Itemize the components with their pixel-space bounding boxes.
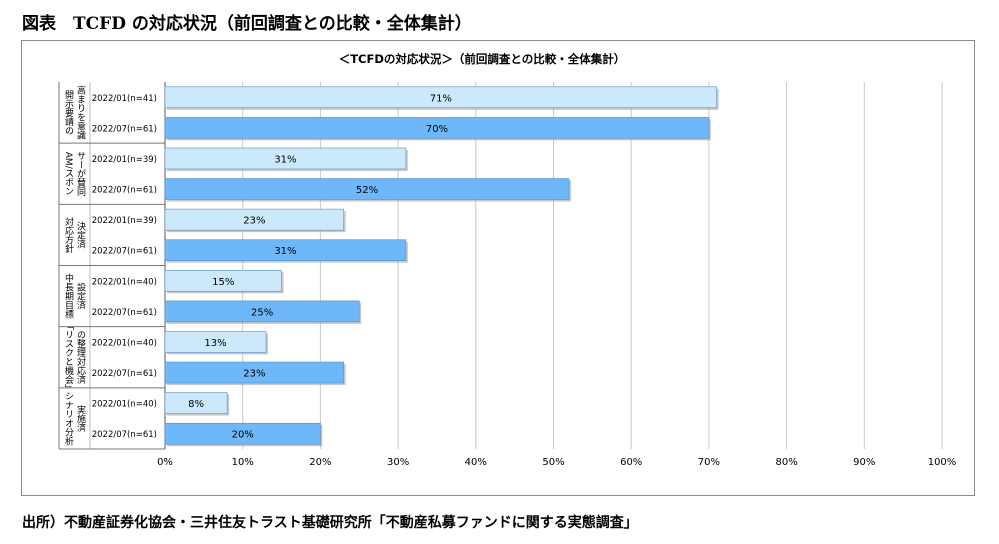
x-tick-label: 20% [309,457,331,468]
bar-value-label: 13% [204,338,226,349]
figure-title: 図表 TCFD の対応状況（前回調査との比較・全体集計） [22,14,472,34]
x-tick-label: 30% [387,457,409,468]
bar-value-label: 23% [243,369,265,380]
category-label: 「リスクと機会」 [63,321,74,393]
bar [164,392,228,414]
series-label: 2022/07(n=61) [92,430,157,440]
series-label: 2022/01(n=39) [92,216,157,226]
x-tick-label: 70% [698,457,720,468]
chart-title: ＜TCFDの対応状況＞（前回調査との比較・全体集計） [339,52,626,66]
bar-value-label: 70% [426,124,448,135]
category-label: 開示要請の [63,90,74,135]
category-label: 実施済 [75,404,86,433]
bar-value-label: 15% [212,277,234,288]
series-label: 2022/01(n=40) [92,338,157,348]
bar [164,86,717,109]
category-label: 中長期目標 [63,273,74,320]
category-label: シナリオ分析 [63,391,74,446]
series-label: 2022/01(n=40) [92,277,157,287]
bar-value-label: 31% [274,154,296,165]
series-label: 2022/07(n=61) [92,124,157,134]
bar-value-label: 20% [232,430,254,441]
bar [164,208,345,231]
category-label: 高まりを意識 [75,85,86,141]
bar [164,300,360,323]
category-label: 設定済 [75,282,86,311]
series-label: 2022/07(n=61) [92,247,157,257]
bar [164,239,407,262]
bar [164,422,321,445]
bar-value-label: 23% [243,216,265,227]
x-tick-label: 80% [775,457,797,468]
series-label: 2022/01(n=40) [92,400,157,410]
x-tick-label: 100% [928,457,957,468]
bar-value-label: 25% [251,307,273,318]
bar [164,361,345,384]
bar [164,269,282,292]
x-tick-label: 40% [465,457,487,468]
category-label: の整理対応済 [75,330,86,385]
series-label: 2022/01(n=41) [92,94,157,104]
series-label: 2022/07(n=61) [92,308,157,318]
category-label: 対応方針 [63,216,74,254]
category-label: AM/スポン [63,152,74,196]
x-tick-label: 60% [620,457,642,468]
bar [164,117,710,139]
series-label: 2022/01(n=39) [92,155,157,165]
source-note: 出所）不動産証券化協会・三井住友トラスト基礎研究所「不動産私募ファンドに関する実… [22,515,638,531]
bar [164,147,407,170]
x-tick-label: 0% [157,457,173,468]
series-label: 2022/07(n=61) [92,186,157,196]
category-label: サーが賛同 [75,151,86,197]
x-tick-label: 90% [853,457,875,468]
bar-value-label: 52% [356,185,378,196]
chart-frame [21,40,975,496]
category-label: 決定済 [75,220,86,249]
bar-value-label: 8% [188,399,204,410]
bar-value-label: 31% [274,246,296,257]
bar-value-label: 71% [430,93,452,104]
series-label: 2022/07(n=61) [92,369,157,379]
bar [164,331,267,353]
x-tick-label: 10% [232,457,254,468]
bar [164,178,570,200]
x-tick-label: 50% [542,457,564,468]
